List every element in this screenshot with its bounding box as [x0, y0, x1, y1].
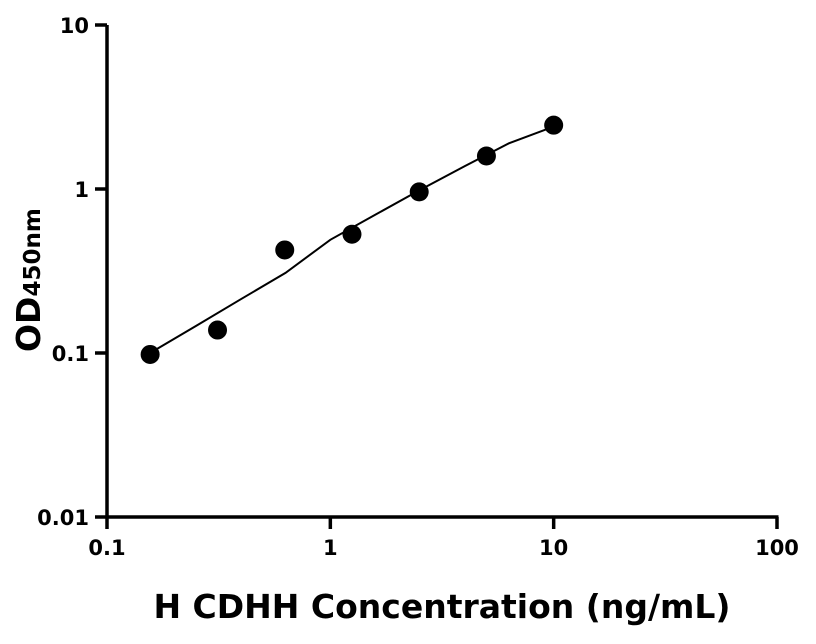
data-point	[208, 320, 228, 340]
y-tick-label: 0.1	[52, 342, 89, 366]
data-point	[140, 344, 160, 364]
data-point	[409, 182, 429, 202]
y-axis-label-main: OD	[9, 297, 48, 352]
x-tick-label: 100	[755, 536, 799, 560]
data-point	[544, 115, 564, 135]
y-tick-label: 1	[74, 178, 89, 202]
points-layer	[140, 115, 564, 364]
y-tick-label: 0.01	[37, 506, 89, 530]
data-point	[476, 146, 496, 166]
y-axis-label-sub: 450nm	[20, 208, 46, 296]
y-tick-label: 10	[60, 14, 89, 38]
x-tick-label: 10	[539, 536, 568, 560]
axes: 0.1 1 10 100 0.01 0.1 1 10	[37, 14, 799, 560]
x-tick-label: 0.1	[88, 536, 125, 560]
x-tick-label: 1	[323, 536, 338, 560]
y-axis-label: OD450nm	[9, 208, 48, 352]
x-axis-label: H CDHH Concentration (ng/mL)	[153, 587, 730, 626]
data-point	[342, 224, 362, 244]
data-point	[275, 240, 295, 260]
